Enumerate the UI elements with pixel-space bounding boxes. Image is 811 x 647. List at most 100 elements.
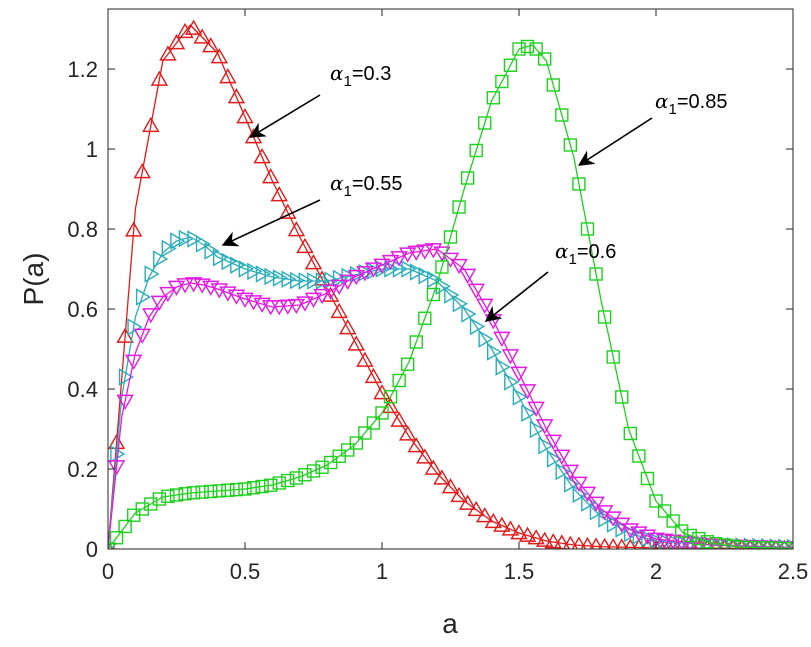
- data-point: [152, 492, 167, 506]
- data-point: [555, 108, 569, 122]
- x-axis-label: a: [442, 608, 458, 639]
- data-point: [450, 486, 468, 503]
- data-point: [518, 384, 537, 400]
- data-point: [501, 349, 520, 365]
- data-point: [734, 540, 749, 549]
- annotation-arrow: [221, 199, 321, 247]
- data-point: [373, 384, 391, 400]
- data-point: [161, 489, 175, 503]
- data-point: [760, 541, 775, 549]
- data-point: [279, 203, 297, 219]
- data-point: [666, 514, 680, 528]
- data-point: [381, 254, 400, 271]
- data-point: [118, 519, 132, 534]
- data-point: [418, 267, 434, 285]
- data-point: [124, 221, 143, 237]
- data-point: [495, 358, 511, 376]
- data-point: [375, 406, 389, 420]
- data-point: [469, 317, 486, 336]
- data-point: [178, 229, 194, 248]
- data-point: [279, 299, 297, 315]
- data-point: [204, 242, 220, 260]
- data-point: [521, 404, 537, 422]
- data-point: [150, 295, 169, 311]
- data-point: [390, 411, 408, 427]
- annotation-0.85: α1=0.85: [577, 89, 727, 166]
- data-point: [161, 239, 177, 258]
- data-point: [306, 464, 321, 478]
- data-point: [238, 260, 254, 278]
- data-point: [153, 250, 169, 268]
- data-point: [307, 272, 323, 290]
- data-point: [392, 260, 409, 278]
- data-point: [658, 538, 671, 549]
- data-point: [598, 537, 612, 549]
- data-point: [321, 284, 340, 300]
- data-point: [450, 258, 468, 275]
- x-tick-label: 0.5: [230, 559, 261, 584]
- data-point: [613, 517, 631, 533]
- data-point: [210, 48, 229, 64]
- data-point: [458, 268, 477, 284]
- data-point: [632, 538, 645, 549]
- data-point: [503, 58, 518, 72]
- data-point: [118, 368, 135, 386]
- data-point: [452, 295, 468, 313]
- data-point: [715, 539, 734, 549]
- data-point: [571, 536, 587, 549]
- data-point: [409, 335, 423, 349]
- data-point: [313, 288, 331, 305]
- annotation-label: α1=0.6: [555, 239, 616, 268]
- data-point: [510, 366, 528, 382]
- data-point: [358, 264, 374, 282]
- data-point: [504, 373, 520, 391]
- data-point: [247, 262, 263, 281]
- data-point: [752, 540, 766, 549]
- data-point: [127, 318, 143, 336]
- data-point: [546, 450, 563, 468]
- y-tick-label: 1: [86, 137, 98, 162]
- data-point: [544, 434, 562, 450]
- data-point: [495, 74, 509, 89]
- data-point: [373, 258, 391, 274]
- data-point: [572, 177, 586, 191]
- x-tick-label: 1: [376, 559, 388, 584]
- data-point: [418, 311, 432, 325]
- data-point: [176, 278, 194, 294]
- data-point: [150, 70, 169, 86]
- data-point: [261, 168, 280, 184]
- data-point: [212, 484, 227, 498]
- data-point: [561, 464, 580, 480]
- data-point: [676, 539, 688, 549]
- y-tick-label: 0: [86, 537, 98, 562]
- data-point: [236, 108, 254, 124]
- annotation-label: α1=0.3: [330, 61, 391, 90]
- data-point: [263, 478, 278, 492]
- annotation-0.6: α1=0.6: [484, 239, 616, 322]
- data-point: [384, 260, 400, 278]
- data-point: [178, 487, 192, 501]
- data-point: [529, 420, 546, 439]
- annotation-arrow: [484, 271, 549, 322]
- data-point: [467, 283, 485, 299]
- data-point: [390, 251, 408, 267]
- data-point: [615, 390, 629, 404]
- data-point: [512, 42, 526, 56]
- y-tick-label: 0.4: [67, 377, 98, 402]
- data-point: [726, 539, 740, 549]
- data-point: [501, 520, 520, 536]
- y-tick-label: 0.2: [67, 457, 98, 482]
- data-point: [535, 531, 554, 547]
- data-point: [416, 244, 434, 260]
- data-point: [238, 482, 252, 496]
- data-point: [330, 302, 348, 319]
- data-point: [546, 78, 560, 92]
- data-point: [700, 535, 715, 549]
- data-point: [538, 437, 554, 455]
- y-tick-label: 1.2: [67, 57, 98, 82]
- data-point: [692, 531, 706, 546]
- data-point: [202, 37, 220, 53]
- annotation-arrow: [577, 117, 653, 166]
- data-point: [407, 245, 425, 261]
- y-tick-label: 0.8: [67, 217, 98, 242]
